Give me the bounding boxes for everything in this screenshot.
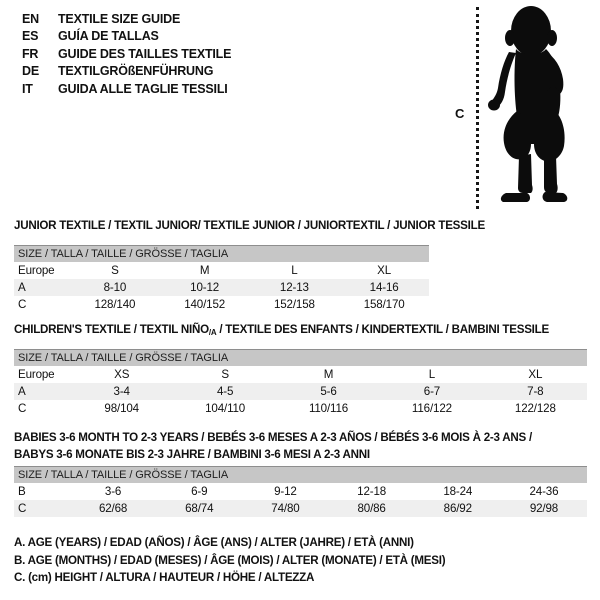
table-cell: 18-24	[443, 485, 473, 498]
table-cell: 5-6	[320, 385, 337, 398]
language-label: TEXTILGRÖßENFÜHRUNG	[58, 64, 214, 79]
table-cell: S	[111, 264, 119, 277]
table-row: Europe S M L XL	[14, 262, 429, 279]
language-row: ES GUÍA DE TALLAS	[22, 28, 231, 45]
language-label: GUIDA ALLE TAGLIE TESSILI	[58, 81, 228, 96]
section-title-babies: BABIES 3-6 MONTH TO 2-3 YEARS / BEBÉS 3-…	[14, 429, 532, 463]
table-cell: 6-9	[191, 485, 208, 498]
row-label: A	[18, 385, 26, 398]
table-cell: 104/110	[205, 402, 246, 415]
table-row: A 8-10 10-12 12-13 14-16	[14, 279, 429, 296]
language-label: GUIDE DES TAILLES TEXTILE	[58, 46, 232, 61]
table-row: C 62/68 68/74 74/80 80/86 86/92 92/98	[14, 500, 587, 517]
table-cell: 68/74	[185, 502, 214, 515]
table-cell: 7-8	[527, 385, 544, 398]
children-size-table: SIZE / TALLA / TAILLE / GRÖSSE / TAGLIA …	[14, 349, 587, 417]
table-cell: 92/98	[529, 502, 559, 515]
table-row: Europe XS S M L XL	[14, 366, 587, 383]
title-line-2: BABYS 3-6 MONATE BIS 2-3 JAHRE / BAMBINI…	[14, 448, 370, 461]
language-code: EN	[22, 12, 39, 26]
table-cell: 140/152	[184, 298, 226, 311]
size-header-bar: SIZE / TALLA / TAILLE / GRÖSSE / TAGLIA	[14, 349, 587, 366]
footnotes: A. AGE (YEARS) / EDAD (AÑOS) / ÂGE (ANS)…	[14, 534, 446, 587]
babies-size-table: SIZE / TALLA / TAILLE / GRÖSSE / TAGLIA …	[14, 466, 587, 517]
table-cell: 116/122	[411, 402, 452, 415]
language-row: DE TEXTILGRÖßENFÜHRUNG	[22, 63, 231, 80]
table-cell: 10-12	[190, 281, 220, 294]
table-cell: 12-18	[357, 485, 387, 498]
language-row: FR GUIDE DES TAILLES TEXTILE	[22, 46, 231, 63]
table-cell: 74/80	[271, 502, 300, 515]
language-row: EN TEXTILE SIZE GUIDE	[22, 11, 231, 28]
table-cell: 158/170	[363, 298, 405, 311]
footnote-c: C. (cm) HEIGHT / ALTURA / HAUTEUR / HÖHE…	[14, 571, 315, 585]
table-cell: L	[291, 264, 298, 277]
title-line-1: BABIES 3-6 MONTH TO 2-3 YEARS / BEBÉS 3-…	[14, 431, 532, 444]
height-measure-dotted-line	[476, 7, 479, 209]
table-row: C 128/140 140/152 152/158 158/170	[14, 296, 429, 313]
table-cell: 80/86	[357, 502, 386, 515]
table-cell: 98/104	[104, 402, 139, 415]
table-cell: M	[199, 264, 210, 277]
row-label: Europe	[18, 368, 55, 381]
row-label: Europe	[18, 264, 55, 277]
table-cell: 6-7	[423, 385, 441, 398]
footnote-b: B. AGE (MONTHS) / EDAD (MESES) / ÂGE (MO…	[14, 553, 446, 567]
section-title-junior: JUNIOR TEXTILE / TEXTIL JUNIOR/ TEXTILE …	[14, 219, 485, 232]
table-cell: XL	[377, 264, 392, 277]
table-cell: 152/158	[273, 298, 315, 311]
title-text: / TEXTILE DES ENFANTS / KINDERTEXTIL / B…	[216, 323, 549, 336]
language-list: EN TEXTILE SIZE GUIDE ES GUÍA DE TALLAS …	[22, 11, 231, 98]
language-code: FR	[22, 46, 39, 61]
table-cell: 4-5	[216, 385, 234, 398]
language-code: DE	[22, 64, 39, 79]
language-code: ES	[22, 29, 39, 44]
table-row: C 98/104 104/110 110/116 116/122 122/128	[14, 400, 587, 417]
row-label: A	[18, 281, 26, 294]
title-subscript: /A	[208, 328, 217, 337]
row-label: C	[18, 402, 27, 415]
footnote-a: A. AGE (YEARS) / EDAD (AÑOS) / ÂGE (ANS)…	[14, 536, 414, 549]
table-cell: XS	[114, 368, 130, 381]
section-title-children: CHILDREN'S TEXTILE / TEXTIL NIÑO/A / TEX…	[14, 321, 549, 341]
height-measure-label: C	[455, 106, 465, 121]
size-header-bar: SIZE / TALLA / TAILLE / GRÖSSE / TAGLIA	[14, 245, 429, 262]
language-label: TEXTILE SIZE GUIDE	[58, 12, 181, 26]
table-cell: 14-16	[369, 281, 399, 294]
size-header-bar: SIZE / TALLA / TAILLE / GRÖSSE / TAGLIA	[14, 466, 587, 483]
table-cell: L	[428, 368, 436, 381]
table-cell: M	[323, 368, 334, 381]
row-label: C	[18, 298, 27, 311]
table-cell: 86/92	[443, 502, 472, 515]
table-cell: 3-4	[113, 385, 130, 398]
table-cell: 3-6	[104, 485, 122, 498]
table-cell: 24-36	[529, 485, 559, 498]
title-text: CHILDREN'S TEXTILE / TEXTIL NIÑO	[14, 323, 209, 336]
language-code: IT	[22, 81, 33, 96]
table-cell: 8-10	[103, 281, 127, 294]
table-cell: 122/128	[514, 402, 556, 415]
junior-size-table: SIZE / TALLA / TAILLE / GRÖSSE / TAGLIA …	[14, 245, 429, 313]
table-row: B 3-6 6-9 9-12 12-18 18-24 24-36	[14, 483, 587, 500]
language-row: IT GUIDA ALLE TAGLIE TESSILI	[22, 81, 231, 98]
table-cell: 9-12	[274, 485, 297, 498]
language-label: GUÍA DE TALLAS	[58, 29, 159, 44]
table-cell: 128/140	[94, 298, 136, 311]
row-label: B	[18, 485, 26, 498]
row-label: C	[18, 502, 27, 515]
table-row: A 3-4 4-5 5-6 6-7 7-8	[14, 383, 587, 400]
table-cell: 62/68	[98, 502, 128, 515]
table-cell: S	[221, 368, 229, 381]
table-cell: 12-13	[279, 281, 309, 294]
baby-silhouette-icon	[488, 6, 568, 202]
table-cell: XL	[528, 368, 543, 381]
table-cell: 110/116	[308, 402, 349, 415]
